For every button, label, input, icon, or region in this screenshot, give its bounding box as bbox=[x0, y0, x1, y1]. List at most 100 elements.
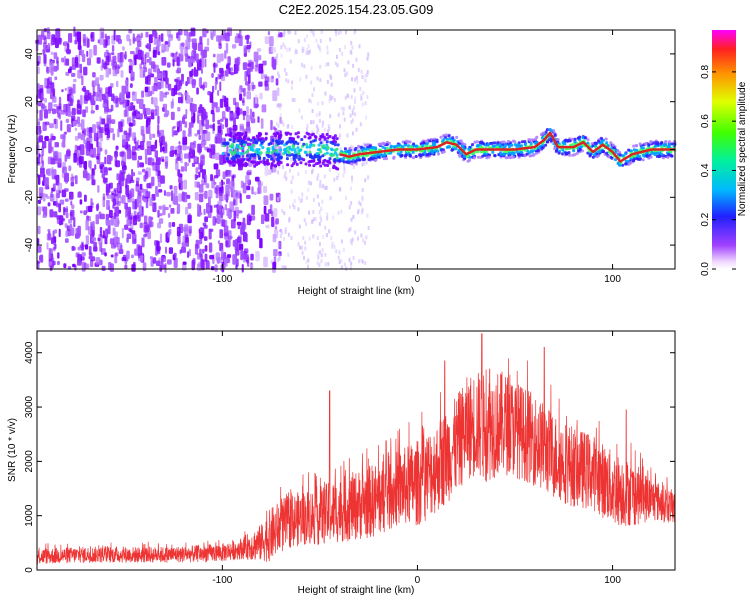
heatmap-cell bbox=[276, 103, 279, 108]
heatmap-cell bbox=[132, 33, 135, 45]
heatmap-cell bbox=[563, 142, 567, 146]
heatmap-cell bbox=[586, 138, 590, 142]
heatmap-cell bbox=[197, 143, 202, 153]
heatmap-cell bbox=[162, 146, 165, 152]
heatmap-cell bbox=[199, 237, 203, 245]
heatmap-cell bbox=[46, 196, 51, 199]
heatmap-cell bbox=[162, 264, 167, 269]
heatmap-cell bbox=[364, 74, 367, 78]
heatmap-cell bbox=[139, 98, 144, 109]
heatmap-cell bbox=[348, 105, 351, 110]
heatmap-cell bbox=[365, 115, 367, 120]
heatmap-cell bbox=[265, 153, 269, 157]
heatmap-cell bbox=[204, 190, 208, 199]
heatmap-cell bbox=[83, 139, 87, 144]
heatmap-cell bbox=[199, 227, 204, 232]
heatmap-cell bbox=[220, 53, 224, 62]
heatmap-cell bbox=[246, 91, 251, 100]
heatmap-cell bbox=[342, 111, 345, 116]
tick-label: -20 bbox=[24, 190, 35, 205]
heatmap-cell bbox=[155, 157, 161, 165]
heatmap-cell bbox=[186, 76, 190, 85]
heatmap-cell bbox=[108, 68, 112, 75]
heatmap-cell bbox=[145, 200, 149, 209]
heatmap-cell bbox=[593, 141, 597, 145]
heatmap-cell bbox=[47, 168, 52, 176]
heatmap-cell bbox=[167, 62, 171, 68]
heatmap-cell bbox=[68, 33, 73, 43]
heatmap-cell bbox=[103, 98, 108, 104]
heatmap-cell bbox=[54, 229, 57, 234]
heatmap-cell bbox=[95, 77, 99, 86]
heatmap-cell bbox=[191, 260, 195, 271]
heatmap-cell bbox=[70, 227, 75, 236]
heatmap-cell bbox=[312, 120, 315, 125]
heatmap-cell bbox=[237, 139, 241, 143]
heatmap-cell bbox=[214, 136, 218, 144]
heatmap-cell bbox=[270, 151, 274, 155]
heatmap-cell bbox=[291, 175, 294, 180]
heatmap-cell bbox=[476, 155, 480, 159]
heatmap-cell bbox=[284, 265, 287, 270]
heatmap-cell bbox=[476, 150, 479, 154]
heatmap-cell bbox=[332, 136, 336, 140]
heatmap-cell bbox=[310, 66, 313, 71]
heatmap-cell bbox=[318, 111, 321, 115]
heatmap-cell bbox=[668, 140, 671, 144]
heatmap-cell bbox=[253, 153, 257, 156]
heatmap-cell bbox=[278, 240, 282, 250]
heatmap-cell bbox=[426, 149, 430, 152]
heatmap-cell bbox=[153, 145, 157, 150]
heatmap-cell bbox=[487, 155, 491, 159]
heatmap-cell bbox=[376, 153, 380, 156]
heatmap-cell bbox=[292, 162, 296, 166]
heatmap-cell bbox=[247, 68, 251, 77]
heatmap-cell bbox=[188, 249, 191, 257]
heatmap-cell bbox=[191, 162, 196, 167]
heatmap-cell bbox=[338, 187, 341, 192]
heatmap-cell bbox=[227, 27, 232, 37]
heatmap-cell bbox=[520, 144, 523, 148]
heatmap-cell bbox=[55, 37, 59, 49]
heatmap-cell bbox=[282, 122, 285, 127]
heatmap-cell bbox=[392, 155, 396, 159]
heatmap-cell bbox=[272, 159, 276, 163]
heatmap-cell bbox=[359, 122, 362, 127]
heatmap-cell bbox=[170, 208, 175, 214]
colorbar-ticks: 0.00.20.40.60.8 bbox=[700, 64, 736, 276]
heatmap-cell bbox=[50, 82, 55, 93]
heatmap-cell bbox=[53, 247, 56, 251]
heatmap-cell bbox=[263, 205, 267, 215]
heatmap-cell bbox=[85, 219, 89, 231]
heatmap-cell bbox=[92, 220, 95, 231]
heatmap-cell bbox=[297, 157, 301, 161]
heatmap-cell bbox=[293, 199, 296, 203]
heatmap-cell bbox=[105, 228, 109, 239]
heatmap-cell bbox=[312, 32, 315, 37]
heatmap-cell bbox=[447, 134, 451, 138]
heatmap-cell bbox=[316, 236, 319, 241]
heatmap-cell bbox=[285, 47, 288, 52]
heatmap-cell bbox=[670, 142, 674, 146]
heatmap-cell bbox=[328, 126, 331, 131]
heatmap-cell bbox=[247, 213, 251, 217]
heatmap-cell bbox=[246, 44, 251, 50]
heatmap-cell bbox=[487, 143, 490, 146]
heatmap-cell bbox=[226, 63, 231, 71]
heatmap-cell bbox=[53, 52, 58, 60]
heatmap-cell bbox=[523, 143, 527, 146]
heatmap-cell bbox=[75, 233, 80, 239]
heatmap-cell bbox=[150, 73, 155, 78]
heatmap-cell bbox=[198, 134, 201, 140]
heatmap-cell bbox=[408, 154, 412, 158]
heatmap-cell bbox=[108, 209, 113, 218]
heatmap-cell bbox=[315, 155, 319, 159]
heatmap-cell bbox=[83, 160, 87, 170]
heatmap-cell bbox=[346, 71, 349, 76]
heatmap-cell bbox=[237, 161, 241, 165]
heatmap-cell bbox=[319, 179, 322, 184]
heatmap-cell bbox=[324, 262, 327, 267]
heatmap-cell bbox=[271, 147, 275, 151]
heatmap-cell bbox=[221, 111, 226, 119]
